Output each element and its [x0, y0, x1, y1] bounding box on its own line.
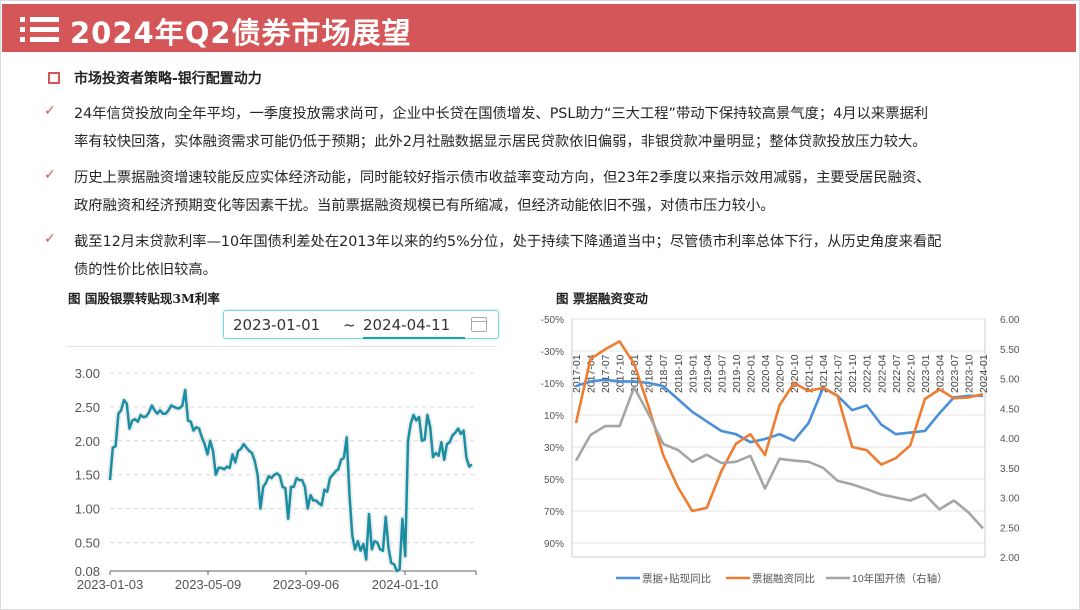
- range-separator: ~: [343, 315, 356, 334]
- bullet-text: 截至12月末贷款利率—10年国债利差处在2013年以来的约5%分位，处于持续下降…: [74, 234, 942, 250]
- svg-text:2.50: 2.50: [1000, 523, 1020, 534]
- svg-text:10年国开债（右轴）: 10年国开债（右轴）: [852, 572, 948, 585]
- svg-text:2019-07: 2019-07: [716, 354, 728, 393]
- svg-text:2017-10: 2017-10: [615, 354, 627, 393]
- svg-text:0.50: 0.50: [75, 536, 100, 551]
- svg-text:2021-01: 2021-01: [804, 354, 816, 393]
- svg-text:3.50: 3.50: [1000, 464, 1020, 475]
- svg-text:2023-05-09: 2023-05-09: [175, 577, 242, 592]
- svg-text:2018-07: 2018-07: [658, 354, 670, 393]
- end-date-input[interactable]: 2024-04-11: [363, 316, 465, 339]
- svg-text:0.08: 0.08: [75, 564, 100, 579]
- bullet-item: ✓ 截至12月末贷款利率—10年国债利差处在2013年以来的约5%分位，处于持续…: [44, 228, 1044, 284]
- figure1-title: 图 国股银票转贴现3M利率: [68, 291, 220, 306]
- checkmark-icon: ✓: [44, 167, 56, 183]
- bullet-list: ✓ 24年信贷投放向全年平均，一季度投放需求尚可，企业中长贷在国债增发、PSL助…: [44, 100, 1044, 292]
- svg-text:4.00: 4.00: [1000, 434, 1020, 445]
- chart-bill-financing: -50% -30% -10% 10% 30% 50% 70% 90% 6.00 5.50 5.00 4…: [541, 315, 1020, 585]
- checkmark-icon: ✓: [44, 231, 56, 247]
- svg-text:70%: 70%: [544, 507, 564, 518]
- svg-text:5.00: 5.00: [1000, 375, 1020, 386]
- svg-text:3.00: 3.00: [1000, 494, 1020, 505]
- svg-text:2022-01: 2022-01: [862, 354, 874, 393]
- svg-text:4.50: 4.50: [1000, 404, 1020, 415]
- svg-text:2023-09-06: 2023-09-06: [273, 577, 340, 592]
- svg-text:2023-10: 2023-10: [963, 354, 975, 393]
- svg-text:2018-10: 2018-10: [673, 354, 685, 393]
- svg-text:2023-01: 2023-01: [920, 354, 932, 393]
- svg-text:2019-10: 2019-10: [731, 354, 743, 393]
- svg-text:1.00: 1.00: [75, 502, 100, 517]
- square-bullet-icon: [48, 72, 60, 84]
- bullet-item: ✓ 历史上票据融资增速较能反应实体经济动能，同时能较好指示债市收益率变动方向，但…: [44, 164, 1044, 220]
- svg-text:2022-07: 2022-07: [891, 354, 903, 393]
- bullet-text: 政府融资和经济预期变化等因素干扰。当前票据融资规模已有所缩减，但经济动能依旧不强…: [74, 198, 775, 214]
- svg-text:2020-10: 2020-10: [789, 354, 801, 393]
- svg-text:2020-07: 2020-07: [775, 354, 787, 393]
- svg-text:10%: 10%: [544, 411, 564, 422]
- svg-text:-30%: -30%: [541, 347, 564, 358]
- svg-text:2023-04: 2023-04: [934, 354, 946, 393]
- svg-text:2.50: 2.50: [75, 400, 100, 415]
- bullet-text: 债的性价比依旧较高。: [74, 262, 217, 278]
- svg-text:2021-04: 2021-04: [818, 354, 830, 393]
- title-banner: 2024年Q2债券市场展望: [2, 4, 1076, 52]
- page-title: 2024年Q2债券市场展望: [70, 16, 412, 50]
- svg-text:30%: 30%: [544, 443, 564, 454]
- date-range-picker[interactable]: 2023-01-01 ~ 2024-04-11: [223, 310, 499, 339]
- svg-text:2021-07: 2021-07: [833, 354, 845, 393]
- svg-text:2023-07: 2023-07: [949, 354, 961, 393]
- svg-text:6.00: 6.00: [1000, 315, 1020, 326]
- svg-text:票据融资同比: 票据融资同比: [752, 572, 815, 585]
- list-icon: [20, 14, 60, 44]
- checkmark-icon: ✓: [44, 103, 56, 119]
- svg-text:90%: 90%: [544, 539, 564, 550]
- svg-text:2020-01: 2020-01: [745, 354, 757, 393]
- svg-text:2.00: 2.00: [1000, 553, 1020, 564]
- svg-text:3.00: 3.00: [75, 366, 100, 381]
- svg-text:2023-01-03: 2023-01-03: [77, 577, 144, 592]
- svg-text:2022-04: 2022-04: [876, 354, 888, 393]
- svg-text:-50%: -50%: [541, 315, 564, 326]
- svg-text:2.00: 2.00: [75, 434, 100, 449]
- svg-text:2020-04: 2020-04: [760, 354, 772, 393]
- start-date-input[interactable]: 2023-01-01: [233, 315, 321, 334]
- svg-text:2022-10: 2022-10: [905, 354, 917, 393]
- bullet-text: 24年信贷投放向全年平均，一季度投放需求尚可，企业中长贷在国债增发、PSL助力“…: [74, 106, 929, 122]
- svg-text:2021-10: 2021-10: [847, 354, 859, 393]
- svg-text:2018-04: 2018-04: [644, 354, 656, 393]
- svg-text:5.50: 5.50: [1000, 345, 1020, 356]
- svg-text:2019-04: 2019-04: [702, 354, 714, 393]
- svg-text:1.50: 1.50: [75, 468, 100, 483]
- bullet-text: 率有较快回落，实体融资需求可能仍低于预期；此外2月社融数据显示居民贷款依旧偏弱，…: [74, 134, 927, 150]
- svg-text:-10%: -10%: [541, 379, 564, 390]
- svg-text:2017-07: 2017-07: [600, 354, 612, 393]
- section-heading: 市场投资者策略-银行配置动力: [48, 68, 262, 88]
- figure2-title: 图 票据融资变动: [556, 291, 648, 306]
- calendar-icon[interactable]: [471, 317, 487, 332]
- bullet-item: ✓ 24年信贷投放向全年平均，一季度投放需求尚可，企业中长贷在国债增发、PSL助…: [44, 100, 1044, 156]
- svg-text:票据+贴现同比: 票据+贴现同比: [642, 572, 711, 585]
- divider: [66, 346, 496, 347]
- svg-text:2017-01: 2017-01: [571, 354, 583, 393]
- section-label: 市场投资者策略-银行配置动力: [74, 71, 262, 87]
- svg-text:2024-01: 2024-01: [978, 354, 990, 393]
- svg-text:2024-01-10: 2024-01-10: [372, 577, 439, 592]
- bullet-text: 历史上票据融资增速较能反应实体经济动能，同时能较好指示债市收益率变动方向，但23…: [74, 170, 931, 186]
- svg-text:50%: 50%: [544, 475, 564, 486]
- svg-text:2019-01: 2019-01: [687, 354, 699, 393]
- svg-text:2018-01: 2018-01: [629, 354, 641, 393]
